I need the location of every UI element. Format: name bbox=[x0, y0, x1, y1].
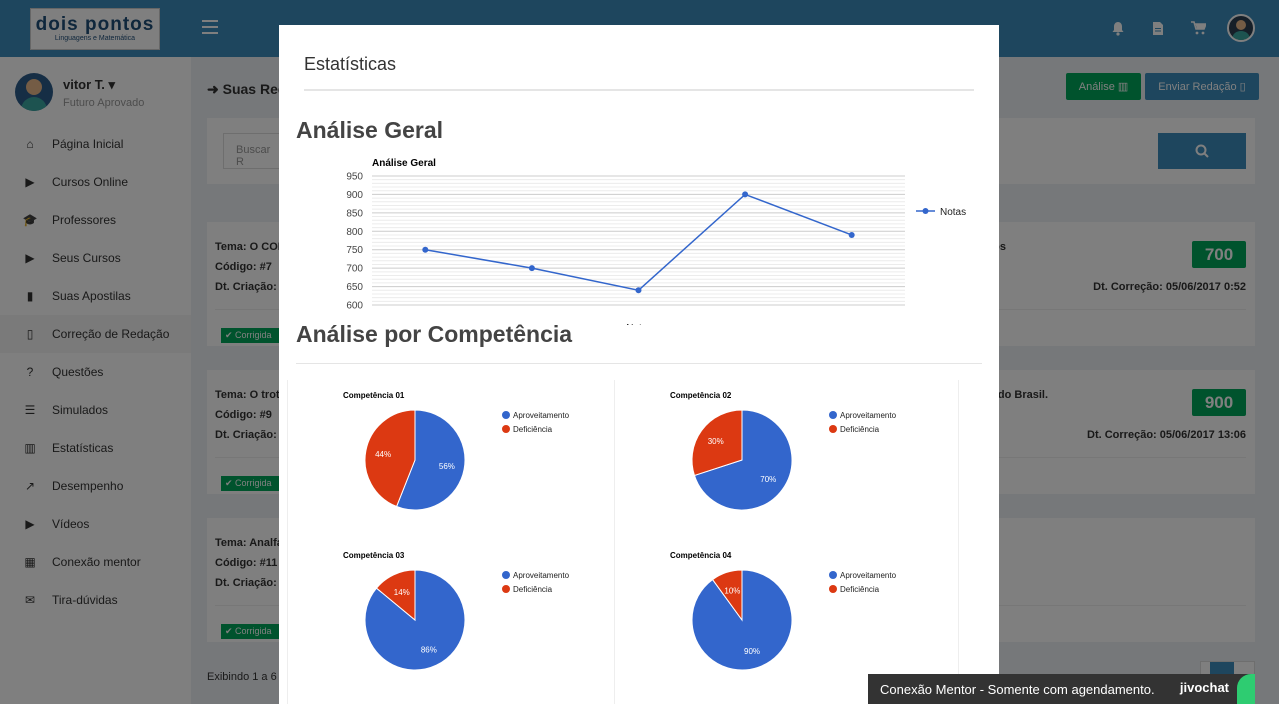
legend-label: Deficiência bbox=[840, 425, 880, 434]
pie-slice-label: 14% bbox=[394, 588, 410, 597]
pie-title: Competência 01 bbox=[343, 391, 405, 400]
legend-swatch bbox=[829, 411, 837, 419]
section-title-competencia: Análise por Competência bbox=[296, 321, 573, 347]
chart-title: Análise Geral bbox=[372, 158, 436, 169]
y-tick-label: 850 bbox=[346, 208, 363, 219]
modal-title: Estatísticas bbox=[304, 54, 397, 74]
legend-label: Deficiência bbox=[840, 585, 880, 594]
line-chart: Análise Geral 950 900 850 800 750 700 650 600 Not… bbox=[346, 158, 966, 325]
pie-slice-label: 30% bbox=[708, 437, 724, 446]
pie-chart-competencia-03: Competência 03 86% 14% Aproveitamento Defici… bbox=[343, 551, 570, 671]
pie-slice-label: 56% bbox=[439, 462, 455, 471]
legend-label: Aproveitamento bbox=[840, 571, 897, 580]
y-tick-label: 750 bbox=[346, 245, 363, 256]
pie-slice-label: 70% bbox=[760, 475, 776, 484]
pie-slice-label: 10% bbox=[724, 587, 740, 596]
legend-label: Aproveitamento bbox=[513, 571, 570, 580]
y-tick-label: 950 bbox=[346, 172, 363, 183]
pie-slice-deficiência bbox=[711, 569, 743, 622]
legend-swatch bbox=[502, 571, 510, 579]
y-tick-label: 800 bbox=[346, 227, 363, 238]
y-tick-label: 900 bbox=[346, 190, 363, 201]
x-axis-label: Notas bbox=[625, 323, 651, 325]
chat-widget[interactable]: Conexão Mentor - Somente com agendamento… bbox=[868, 674, 1255, 704]
legend-swatch bbox=[829, 571, 837, 579]
legend-label: Aproveitamento bbox=[513, 411, 570, 420]
legend-label: Notas bbox=[940, 207, 966, 218]
pie-slice-label: 86% bbox=[421, 645, 437, 654]
legend-label: Deficiência bbox=[513, 425, 553, 434]
pie-chart-competencia-02: Competência 02 70% 30% Aproveitamento Defici… bbox=[670, 391, 897, 511]
data-point bbox=[848, 231, 855, 238]
pie-panel-left bbox=[287, 380, 614, 704]
pie-slice-label: 44% bbox=[375, 450, 391, 459]
section-title-analise-geral: Análise Geral bbox=[296, 117, 444, 143]
statistics-modal: Estatísticas Análise Geral Análise Geral… bbox=[279, 25, 999, 704]
data-point bbox=[742, 191, 749, 198]
legend-swatch-point bbox=[922, 208, 929, 214]
chat-brand: jivochat bbox=[1179, 680, 1229, 695]
chat-message: Conexão Mentor - Somente com agendamento… bbox=[880, 681, 1155, 697]
y-tick-label: 700 bbox=[346, 264, 363, 275]
data-point bbox=[635, 287, 642, 294]
pie-title: Competência 02 bbox=[670, 391, 732, 400]
pie-title: Competência 04 bbox=[670, 551, 732, 560]
legend-swatch bbox=[502, 585, 510, 593]
pie-slice-aproveitamento bbox=[395, 409, 466, 511]
data-point bbox=[422, 246, 429, 253]
data-point bbox=[528, 265, 535, 272]
pie-panel-right bbox=[614, 380, 959, 704]
chat-leaf-icon bbox=[1237, 674, 1255, 704]
legend-swatch bbox=[502, 425, 510, 433]
legend-label: Deficiência bbox=[513, 585, 553, 594]
pie-chart-competencia-04: Competência 04 90% 10% Aproveitamento Defici… bbox=[670, 551, 897, 671]
pie-chart-competencia-01: Competência 01 56% 44% Aproveitamento Defici… bbox=[343, 391, 570, 511]
y-tick-label: 650 bbox=[346, 282, 363, 293]
legend-swatch bbox=[502, 411, 510, 419]
pie-slice-label: 90% bbox=[744, 647, 760, 656]
legend-label: Aproveitamento bbox=[840, 411, 897, 420]
pie-slice-deficiência bbox=[375, 569, 416, 622]
pie-slice-aproveitamento bbox=[693, 409, 793, 511]
y-tick-label: 600 bbox=[346, 301, 363, 312]
pie-slice-deficiência bbox=[691, 409, 743, 477]
legend-swatch bbox=[829, 585, 837, 593]
pie-slice-deficiência bbox=[364, 409, 416, 508]
pie-title: Competência 03 bbox=[343, 551, 405, 560]
legend-swatch bbox=[829, 425, 837, 433]
